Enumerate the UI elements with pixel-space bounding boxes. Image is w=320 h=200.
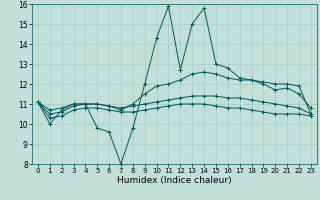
X-axis label: Humidex (Indice chaleur): Humidex (Indice chaleur) (117, 176, 232, 185)
